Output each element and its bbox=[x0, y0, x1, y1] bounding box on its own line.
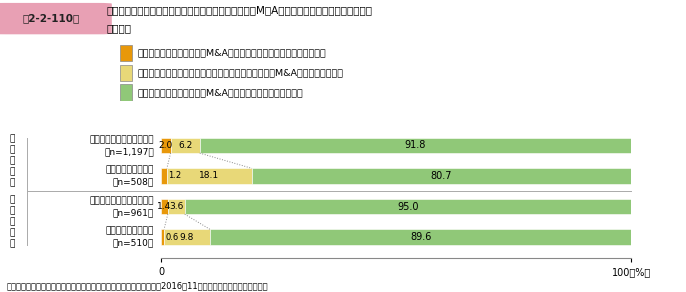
Text: 小
規
模
法
人: 小 規 模 法 人 bbox=[10, 134, 15, 187]
Bar bbox=[171, 138, 200, 153]
Text: 3.6: 3.6 bbox=[169, 202, 183, 211]
Text: 2.0: 2.0 bbox=[158, 141, 173, 150]
Text: 91.8: 91.8 bbox=[405, 140, 426, 150]
Text: 80.7: 80.7 bbox=[431, 171, 452, 181]
Bar bbox=[161, 199, 168, 214]
Text: 18.1: 18.1 bbox=[200, 171, 220, 180]
Text: 0.6: 0.6 bbox=[165, 232, 178, 241]
Bar bbox=[252, 168, 631, 184]
Text: 後継者候補がいない
（n=508）: 後継者候補がいない （n=508） bbox=[106, 166, 154, 186]
Bar bbox=[120, 84, 132, 101]
Text: 後継者候補がいない
（n=510）: 後継者候補がいない （n=510） bbox=[106, 227, 154, 247]
FancyBboxPatch shape bbox=[0, 3, 112, 34]
Text: 9.8: 9.8 bbox=[180, 232, 194, 241]
Text: 第2-2-110図: 第2-2-110図 bbox=[23, 13, 80, 23]
Bar bbox=[161, 138, 171, 153]
Bar bbox=[185, 199, 631, 214]
Text: 事業を継続させるためなら事業の譲渡・売却・統合（M&A）を行っても良い: 事業を継続させるためなら事業の譲渡・売却・統合（M&A）を行っても良い bbox=[138, 68, 344, 77]
Text: 事業の譲渡・売却・統合（M&A）することを検討していない: 事業の譲渡・売却・統合（M&A）することを検討していない bbox=[138, 88, 303, 97]
Text: 1.2: 1.2 bbox=[168, 171, 181, 180]
Text: 後継者・後継者候補がいる
（n=1,197）: 後継者・後継者候補がいる （n=1,197） bbox=[90, 135, 154, 156]
Bar bbox=[167, 168, 252, 184]
Bar bbox=[161, 230, 164, 245]
Text: 事業者）: 事業者） bbox=[106, 23, 131, 34]
Bar bbox=[161, 168, 167, 184]
Text: 1.4: 1.4 bbox=[157, 202, 172, 211]
Bar bbox=[168, 199, 185, 214]
Bar bbox=[210, 230, 631, 245]
Text: 6.2: 6.2 bbox=[178, 141, 192, 150]
Text: 個
人
事
業
者: 個 人 事 業 者 bbox=[10, 195, 15, 248]
Bar bbox=[120, 45, 132, 61]
Text: 後継者決定状況別に見た、事業の譲渡・売却・統合（M＆A）の検討状況（小規模法人・個人: 後継者決定状況別に見た、事業の譲渡・売却・統合（M＆A）の検討状況（小規模法人・… bbox=[106, 5, 372, 15]
Text: 資料：中小企業庁委託「企業経営の継続に関するアンケート調査」（2016年11月、（株）東京商工リサーチ）: 資料：中小企業庁委託「企業経営の継続に関するアンケート調査」（2016年11月、… bbox=[7, 281, 268, 291]
Text: 事業の譲渡・売却・統合（M&A）を具体的に検討または決定している: 事業の譲渡・売却・統合（M&A）を具体的に検討または決定している bbox=[138, 48, 327, 57]
Text: 95.0: 95.0 bbox=[397, 201, 418, 211]
Text: 89.6: 89.6 bbox=[410, 232, 431, 242]
Bar bbox=[200, 138, 631, 153]
Text: 後継者・後継者候補がいる
（n=961）: 後継者・後継者候補がいる （n=961） bbox=[90, 196, 154, 217]
Bar bbox=[164, 230, 210, 245]
Bar bbox=[120, 65, 132, 81]
